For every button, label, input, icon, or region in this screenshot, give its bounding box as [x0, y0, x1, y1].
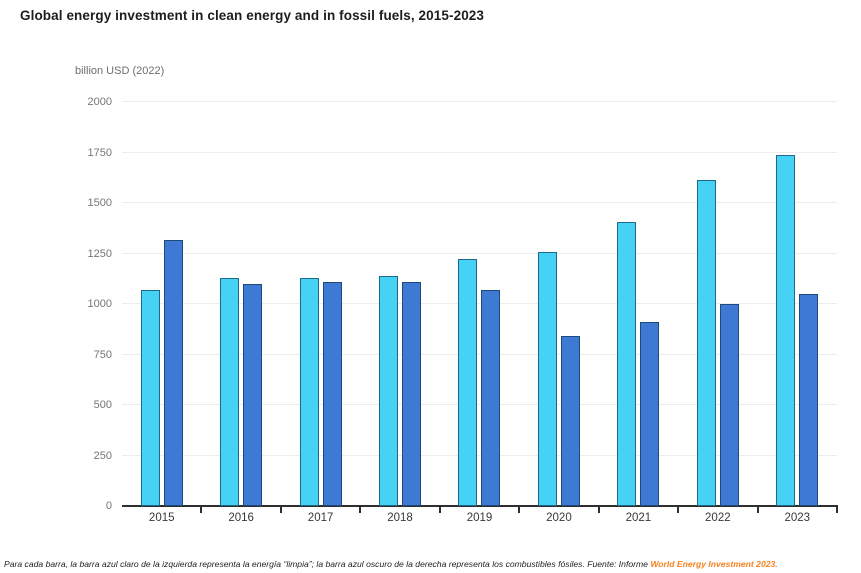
gridline — [122, 252, 837, 254]
bar-fossil-2017 — [322, 281, 342, 506]
y-tick-label: 2000 — [87, 96, 112, 108]
bar-group-2015 — [122, 102, 201, 506]
x-axis-tick — [597, 507, 600, 513]
gridline — [122, 404, 837, 405]
x-axis-tick-labels: 2015 2016 2017 2018 2019 2020 2021 2022 2023 — [122, 512, 837, 530]
x-tick-label: 2020 — [546, 512, 572, 524]
x-tick-label: 2015 — [148, 512, 175, 524]
bar-clean-2022 — [696, 179, 716, 506]
y-tick-label: 1750 — [87, 146, 112, 159]
x-tick-label: 2023 — [784, 512, 811, 524]
bar-fossil-2018 — [402, 282, 422, 506]
y-tick-label: 1250 — [87, 247, 112, 260]
caption-text-after: . — [775, 559, 778, 569]
y-axis-tick-labels: 0 250 500 750 1000 1250 1500 1750 2000 — [0, 96, 112, 512]
x-axis-tick — [279, 507, 282, 513]
x-axis-tick — [677, 507, 680, 513]
x-axis-tick — [200, 507, 203, 513]
x-axis-tick — [756, 507, 759, 513]
bar-group-2018 — [360, 102, 439, 506]
y-tick-label: 1500 — [87, 197, 112, 209]
y-tick-label: 0 — [105, 500, 112, 512]
bar-fossil-2022 — [719, 304, 739, 506]
bar-fossil-2019 — [481, 290, 501, 506]
x-axis-tick — [359, 507, 362, 513]
bar-clean-2023 — [776, 154, 796, 506]
gridline — [122, 202, 837, 203]
x-axis-tick — [518, 507, 521, 513]
bar-group-2021 — [599, 102, 678, 506]
bar-group-2023 — [758, 102, 837, 506]
caption-text-before: Para cada barra, la barra azul claro de … — [4, 559, 651, 569]
bar-clean-2020 — [537, 252, 557, 506]
source-link[interactable]: World Energy Investment 2023 — [650, 559, 776, 569]
bar-fossil-2015 — [163, 240, 183, 506]
y-axis-unit-label: billion USD (2022) — [75, 65, 165, 77]
chart-title: Global energy investment in clean energy… — [20, 8, 485, 23]
gridline — [122, 303, 837, 304]
gridline — [122, 101, 837, 102]
bar-fossil-2016 — [243, 283, 263, 506]
bar-fossil-2020 — [560, 336, 580, 506]
bar-clean-2016 — [220, 277, 240, 506]
bar-clean-2019 — [458, 259, 478, 506]
x-tick-label: 2022 — [705, 512, 731, 524]
y-tick-label: 500 — [93, 399, 112, 411]
gridline — [122, 353, 837, 355]
gridline — [122, 454, 837, 456]
y-tick-label: 1000 — [87, 298, 112, 310]
bar-fossil-2021 — [640, 321, 660, 506]
bar-clean-2021 — [617, 222, 637, 506]
bar-group-2016 — [201, 102, 280, 506]
plot-area — [122, 101, 838, 513]
bar-clean-2018 — [379, 276, 399, 506]
x-axis-tick — [836, 507, 838, 513]
bar-group-2019 — [440, 102, 519, 506]
x-tick-label: 2019 — [466, 512, 493, 524]
bar-fossil-2023 — [799, 294, 819, 506]
y-tick-label: 250 — [93, 449, 112, 462]
x-tick-label: 2018 — [387, 512, 413, 524]
x-axis-line — [122, 505, 838, 507]
bar-group-2017 — [281, 102, 360, 506]
x-tick-label: 2021 — [625, 512, 652, 524]
x-tick-label: 2017 — [307, 512, 334, 524]
x-tick-label: 2016 — [228, 512, 254, 524]
x-axis-tick — [438, 507, 441, 513]
bar-clean-2015 — [140, 289, 160, 506]
bar-clean-2017 — [299, 278, 319, 506]
bar-group-2022 — [678, 102, 757, 506]
bar-group-2020 — [519, 102, 598, 506]
y-tick-label: 750 — [93, 348, 112, 361]
source-caption: Para cada barra, la barra azul claro de … — [4, 559, 857, 570]
gridline — [122, 151, 837, 153]
